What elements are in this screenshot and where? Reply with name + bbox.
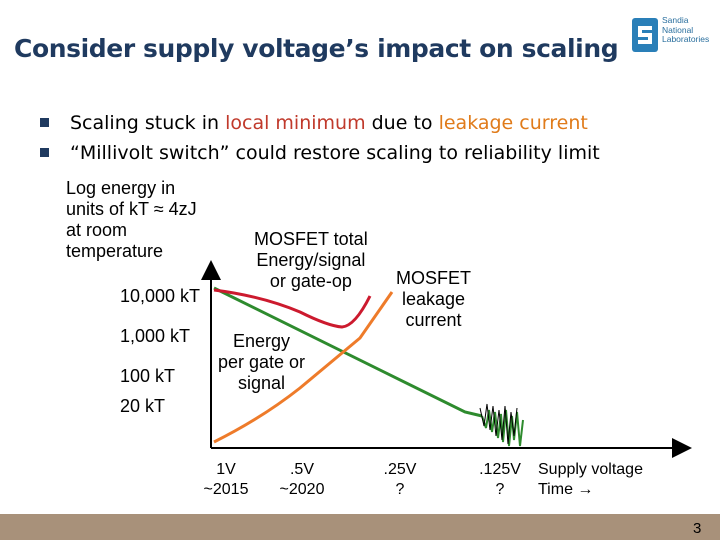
x-tick-label: .5V ~2020 [279, 461, 325, 498]
y-tick-label: 10,000 kT [120, 286, 201, 306]
series-total [213, 288, 372, 329]
bullet-item: Scaling stuck in local minimum due to le… [40, 108, 600, 138]
x-tick-label: .25V ? [383, 461, 417, 498]
y-tick-label: 1,000 kT [120, 326, 191, 346]
slide-title: Consider supply voltage’s impact on scal… [14, 34, 619, 63]
x-tick-label: 1V ~2015 [203, 461, 249, 498]
bullet-list: Scaling stuck in local minimum due to le… [40, 108, 600, 168]
bullet-icon [40, 118, 49, 127]
series-noise-black [479, 403, 518, 445]
y-axis-label: Log energy in units of kT ≈ 4zJ at room … [66, 178, 197, 261]
annotation-energy-per-gate: Energy per gate or signal [218, 331, 306, 393]
series-leakage [213, 291, 394, 444]
footer-bar [0, 514, 720, 540]
y-tick-label: 20 kT [120, 396, 166, 416]
sandia-logo-icon [632, 18, 658, 52]
series-energy-per-gate [213, 286, 483, 418]
highlight-leakage-current: leakage current [438, 112, 588, 134]
x-tick-label: .125V ? [479, 461, 521, 498]
bullet-item: “Millivolt switch” could restore scaling… [40, 138, 600, 168]
highlight-local-minimum: local minimum [225, 112, 366, 134]
bullet-icon [40, 148, 49, 157]
annotation-mosfet-leakage: MOSFET leakage current [396, 268, 471, 330]
page-number: 3 [693, 520, 702, 537]
logo-text: Sandia National Laboratories [662, 15, 710, 44]
y-tick-label: 100 kT [120, 366, 176, 386]
x-axis-label: Supply voltage Time → [538, 461, 643, 498]
annotation-mosfet-total: MOSFET total Energy/signal or gate-op [254, 229, 368, 291]
